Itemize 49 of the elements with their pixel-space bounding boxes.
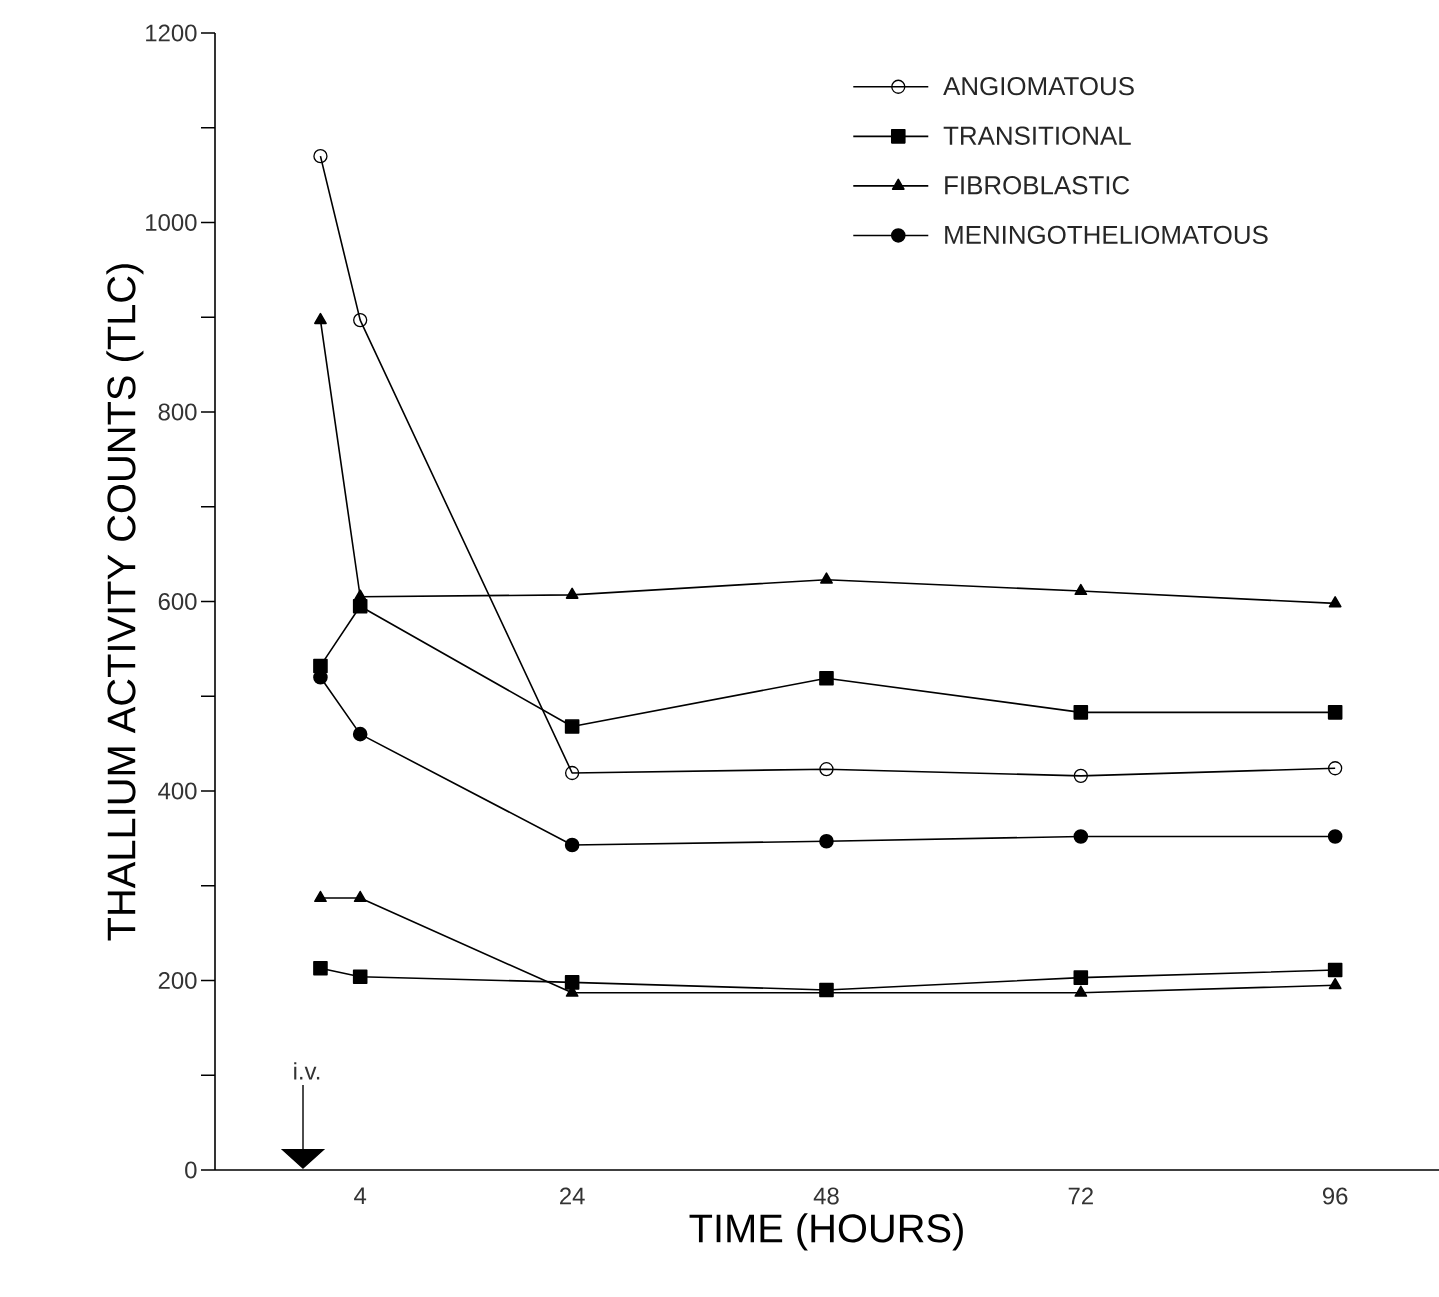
annotation: i.v. (294, 1062, 320, 1080)
point (1328, 596, 1342, 608)
x-axis-title: TIME (HOURS) (689, 1213, 963, 1251)
point (565, 587, 579, 599)
y-tick-label: 0 (185, 1161, 197, 1179)
y-tick-label: 1200 (146, 24, 197, 42)
x-tick-label: 48 (813, 1187, 839, 1205)
point (1073, 829, 1089, 844)
point (819, 762, 834, 777)
y-tick-label: 800 (158, 403, 197, 421)
point (564, 975, 580, 990)
point (819, 833, 834, 849)
y-tick-label: 600 (158, 593, 197, 610)
point (564, 837, 580, 853)
point (1073, 970, 1089, 985)
point (1073, 705, 1089, 720)
point (564, 765, 580, 781)
point (352, 726, 368, 742)
x-tick-label: 72 (1068, 1187, 1093, 1205)
x-tick-label: 24 (560, 1187, 585, 1205)
point (1328, 977, 1342, 990)
y-tick-label: 1000 (146, 214, 197, 231)
point (1327, 962, 1343, 978)
legend-label: FIBROBLASTIC (945, 176, 1130, 195)
point (1073, 768, 1088, 783)
point (313, 960, 328, 976)
point (352, 969, 368, 985)
point (353, 589, 367, 601)
point (1327, 829, 1343, 844)
y-tick-label: 200 (158, 972, 197, 989)
point (353, 890, 367, 903)
point (820, 572, 833, 584)
point (314, 890, 327, 903)
point (1327, 705, 1343, 720)
point (353, 312, 368, 328)
point (1328, 761, 1343, 776)
point (314, 312, 327, 325)
x-tick-label: 96 (1322, 1187, 1348, 1205)
point (1074, 985, 1088, 997)
legend-label: MENINGOTHELIOMATOUS (945, 225, 1268, 245)
point (1074, 583, 1088, 596)
x-tick-label: 4 (354, 1187, 367, 1204)
point (313, 149, 328, 164)
y-axis-title: THALLIUM ACTIVITY COUNTS (TLC) (106, 264, 144, 941)
y-tick-label: 400 (158, 782, 197, 800)
legend-label: ANGIOMATOUS (943, 76, 1134, 96)
point (819, 670, 834, 686)
legend-label: TRANSITIONAL (943, 126, 1131, 145)
point (564, 719, 580, 734)
